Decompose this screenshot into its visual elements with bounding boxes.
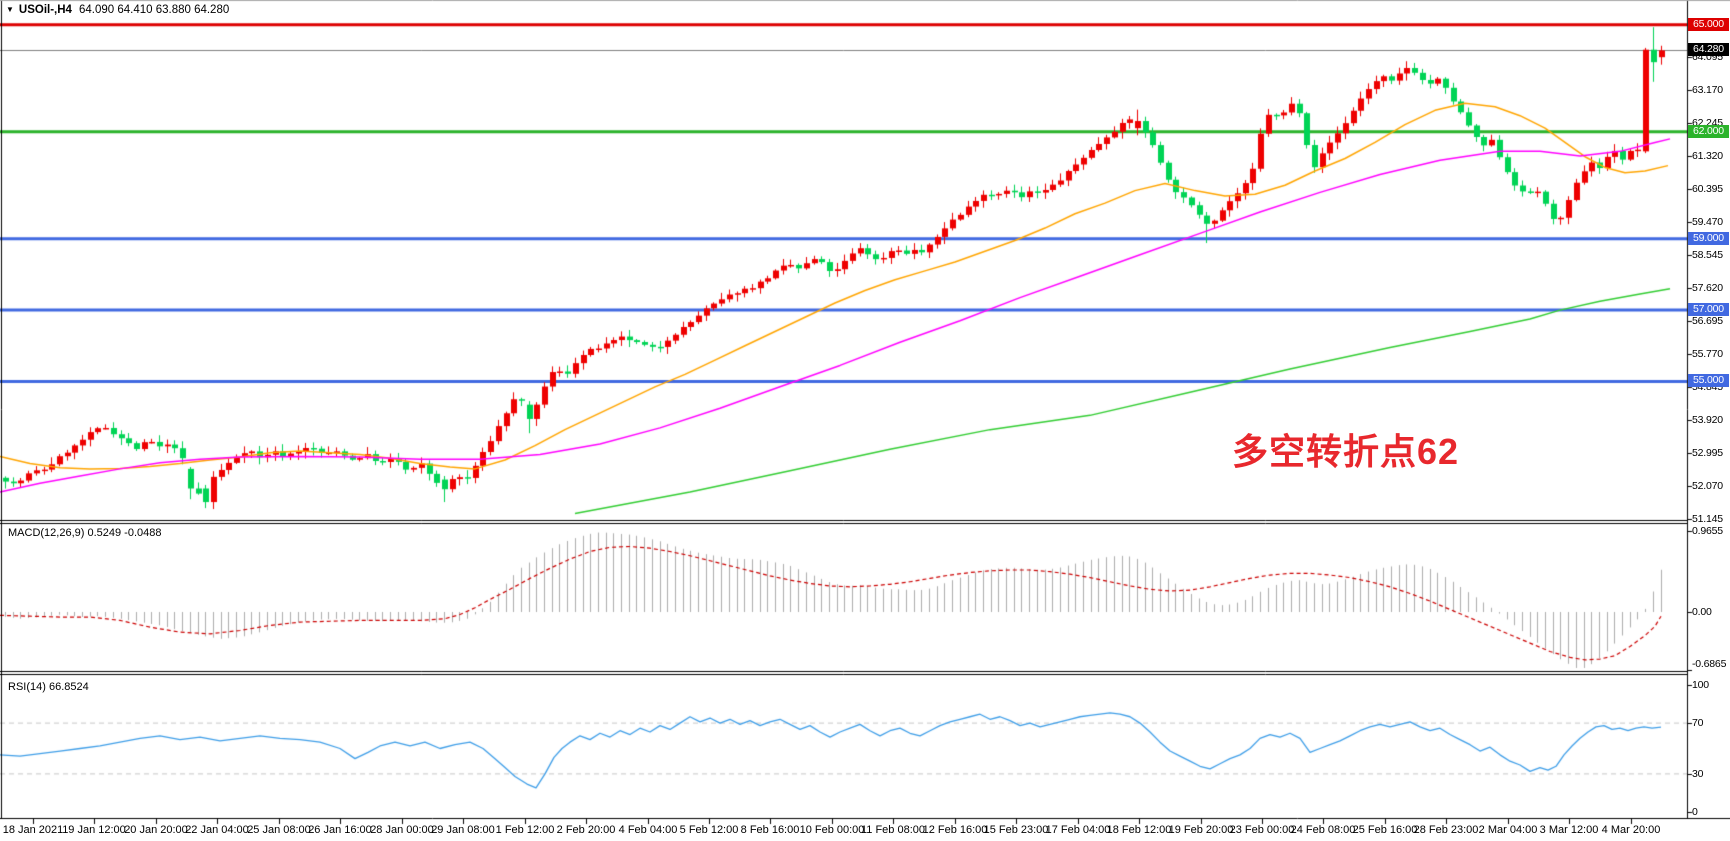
time-axis-label: 24 Feb 08:00 <box>1290 824 1356 836</box>
rsi-axis-label: 100 <box>1692 679 1709 691</box>
price-axis-label: 52.995 <box>1692 447 1723 459</box>
rsi-axis-label: 0 <box>1692 806 1698 818</box>
rsi-indicator-title: RSI(14) 66.8524 <box>8 681 89 693</box>
time-axis-label: 28 Jan 00:00 <box>370 824 434 836</box>
time-axis-label: 19 Feb 20:00 <box>1168 824 1234 836</box>
macd-axis-label: 0.9655 <box>1692 525 1723 537</box>
current-price-badge: 64.280 <box>1688 43 1729 56</box>
price-level-badge: 62.000 <box>1688 125 1729 138</box>
time-axis-label: 11 Feb 08:00 <box>860 824 926 836</box>
symbol-dropdown-arrow-icon[interactable]: ▼ <box>6 5 14 14</box>
time-axis-label: 15 Feb 23:00 <box>983 824 1049 836</box>
macd-axis-label: 0.00 <box>1692 606 1712 618</box>
price-axis-label: 59.470 <box>1692 216 1723 228</box>
price-axis-label: 58.545 <box>1692 249 1723 261</box>
time-axis-label: 18 Jan 2021 <box>2 824 64 836</box>
symbol-header: ▼ USOil-,H4 64.090 64.410 63.880 64.280 <box>6 4 229 16</box>
price-level-badge: 57.000 <box>1688 303 1729 316</box>
macd-indicator-title: MACD(12,26,9) 0.5249 -0.0488 <box>8 527 162 539</box>
time-axis-label: 28 Feb 23:00 <box>1413 824 1479 836</box>
time-axis-label: 2 Mar 04:00 <box>1478 824 1538 836</box>
time-axis-label: 26 Jan 16:00 <box>308 824 372 836</box>
time-axis-label: 18 Feb 12:00 <box>1106 824 1172 836</box>
macd-axis-label: -0.6865 <box>1692 658 1727 670</box>
time-axis-label: 3 Mar 12:00 <box>1539 824 1599 836</box>
time-axis-label: 29 Jan 08:00 <box>431 824 495 836</box>
time-axis-label: 17 Feb 04:00 <box>1045 824 1111 836</box>
time-axis-label: 20 Jan 20:00 <box>124 824 188 836</box>
price-axis-label: 60.395 <box>1692 183 1723 195</box>
time-axis-label: 23 Feb 00:00 <box>1229 824 1295 836</box>
price-level-badge: 65.000 <box>1688 18 1729 31</box>
symbol-name: USOil-,H4 <box>18 4 72 16</box>
price-axis-label: 55.770 <box>1692 348 1723 360</box>
time-axis-label: 25 Feb 16:00 <box>1352 824 1418 836</box>
time-axis-label: 8 Feb 16:00 <box>740 824 800 836</box>
ohlc-values: 64.090 64.410 63.880 64.280 <box>78 4 230 16</box>
rsi-axis-label: 70 <box>1692 717 1704 729</box>
time-axis-label: 4 Feb 04:00 <box>618 824 678 836</box>
price-axis-label: 61.320 <box>1692 150 1723 162</box>
time-axis-label: 22 Jan 04:00 <box>185 824 249 836</box>
chart-annotation-text: 多空转折点62 <box>1232 431 1460 472</box>
price-axis-label: 53.920 <box>1692 414 1723 426</box>
time-axis-label: 2 Feb 20:00 <box>556 824 616 836</box>
price-level-badge: 55.000 <box>1688 374 1729 387</box>
price-axis-label: 51.145 <box>1692 513 1723 525</box>
price-level-badge: 59.000 <box>1688 232 1729 245</box>
rsi-axis-label: 30 <box>1692 768 1704 780</box>
time-axis-label: 5 Feb 12:00 <box>679 824 739 836</box>
price-axis-label: 63.170 <box>1692 84 1723 96</box>
price-axis-label: 57.620 <box>1692 282 1723 294</box>
time-axis-label: 25 Jan 08:00 <box>247 824 311 836</box>
time-axis-label: 1 Feb 12:00 <box>495 824 555 836</box>
time-axis-label: 10 Feb 00:00 <box>799 824 865 836</box>
price-axis-label: 52.070 <box>1692 480 1723 492</box>
price-axis-label: 56.695 <box>1692 315 1723 327</box>
time-axis-label: 19 Jan 12:00 <box>62 824 126 836</box>
time-axis-label: 12 Feb 16:00 <box>922 824 988 836</box>
time-axis-label: 4 Mar 20:00 <box>1601 824 1661 836</box>
